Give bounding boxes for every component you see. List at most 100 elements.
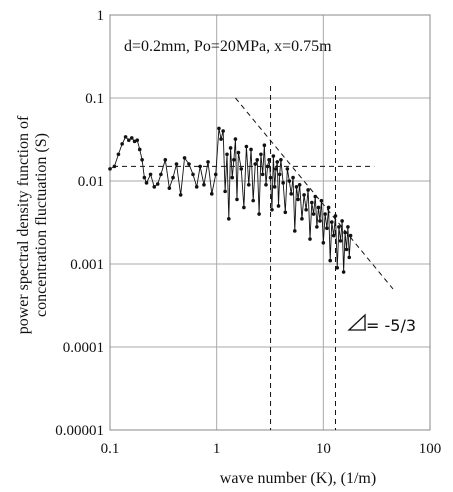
data-point [283, 210, 288, 215]
data-point [318, 219, 322, 223]
data-point [206, 160, 210, 164]
data-point [251, 198, 255, 203]
data-point [289, 192, 294, 196]
x-axis-label: wave number (K), (1/m) [220, 470, 376, 487]
data-point [126, 138, 131, 143]
data-point [316, 205, 321, 210]
slope-label: = -5/3 [366, 316, 416, 335]
data-point [291, 175, 295, 180]
data-point [274, 167, 278, 171]
data-point [191, 172, 195, 177]
data-point [108, 167, 112, 171]
data-point [142, 175, 147, 180]
data-point [140, 158, 144, 162]
data-point [233, 137, 238, 141]
data-point [265, 164, 270, 169]
data-point [294, 185, 299, 189]
slope-reference-line [235, 97, 394, 290]
data-point [325, 226, 329, 230]
data-point [304, 207, 308, 212]
y-tick-label: 0.0001 [63, 340, 104, 356]
data-point [277, 172, 282, 177]
data-point [120, 142, 124, 146]
data-point [178, 193, 183, 197]
data-point [174, 162, 179, 166]
data-point [135, 138, 140, 143]
data-point [219, 137, 223, 141]
y-tick-label: 1 [97, 8, 105, 24]
data-point [279, 158, 283, 162]
data-point [194, 185, 199, 189]
data-point [323, 212, 327, 216]
data-point [315, 225, 319, 229]
data-point [213, 172, 218, 177]
data-point [313, 194, 318, 199]
data-point [155, 182, 160, 186]
data-point [182, 156, 187, 160]
reference-lines [113, 86, 394, 430]
data-series [108, 126, 353, 274]
data-point [259, 152, 263, 157]
data-point [242, 205, 246, 210]
data-point [296, 197, 300, 202]
data-point [112, 164, 117, 169]
data-point [308, 237, 312, 241]
data-point [253, 162, 258, 166]
data-point [271, 154, 276, 158]
data-point [267, 158, 271, 162]
y-axis-label-line1: power spectral density function of [15, 115, 32, 334]
data-point [163, 158, 168, 162]
data-point [167, 186, 172, 190]
data-point [236, 150, 241, 155]
data-point [187, 162, 191, 166]
data-point [328, 258, 333, 263]
data-point [257, 212, 261, 216]
data-point [152, 185, 157, 189]
data-point [329, 220, 334, 224]
data-point [346, 225, 350, 229]
y-tick-label: 0.001 [70, 257, 104, 273]
data-point [281, 181, 285, 185]
data-point [276, 204, 281, 208]
data-point [270, 207, 274, 212]
data-point [306, 188, 310, 192]
grid-lines [110, 15, 430, 430]
data-point [344, 247, 349, 252]
data-point [292, 229, 297, 233]
data-point [123, 135, 128, 139]
data-point [144, 181, 149, 185]
data-point [310, 200, 314, 205]
x-tick-label: 100 [419, 441, 442, 457]
x-tick-label: 1 [213, 441, 221, 457]
data-point [148, 172, 153, 177]
data-point [333, 214, 338, 218]
data-point [255, 158, 260, 162]
data-point [129, 136, 134, 140]
data-point [239, 167, 244, 171]
data-point [275, 160, 280, 164]
data-point [311, 212, 316, 216]
data-point [198, 164, 202, 169]
slope-triangle-icon [347, 313, 366, 331]
data-point [319, 198, 324, 203]
data-point [326, 205, 331, 210]
data-point [249, 147, 253, 152]
data-point [228, 146, 233, 150]
data-point [232, 158, 236, 162]
data-point [223, 189, 227, 194]
data-point [343, 230, 347, 235]
data-point [338, 239, 343, 243]
data-point [331, 233, 336, 238]
data-point [209, 192, 214, 196]
data-point [244, 144, 249, 149]
data-point [321, 241, 326, 245]
data-point [341, 270, 346, 274]
data-point [348, 233, 353, 238]
data-point [335, 265, 340, 270]
data-point [230, 175, 235, 180]
data-point [246, 182, 251, 187]
data-point [116, 152, 121, 157]
data-point [347, 255, 352, 260]
data-point [287, 179, 292, 183]
